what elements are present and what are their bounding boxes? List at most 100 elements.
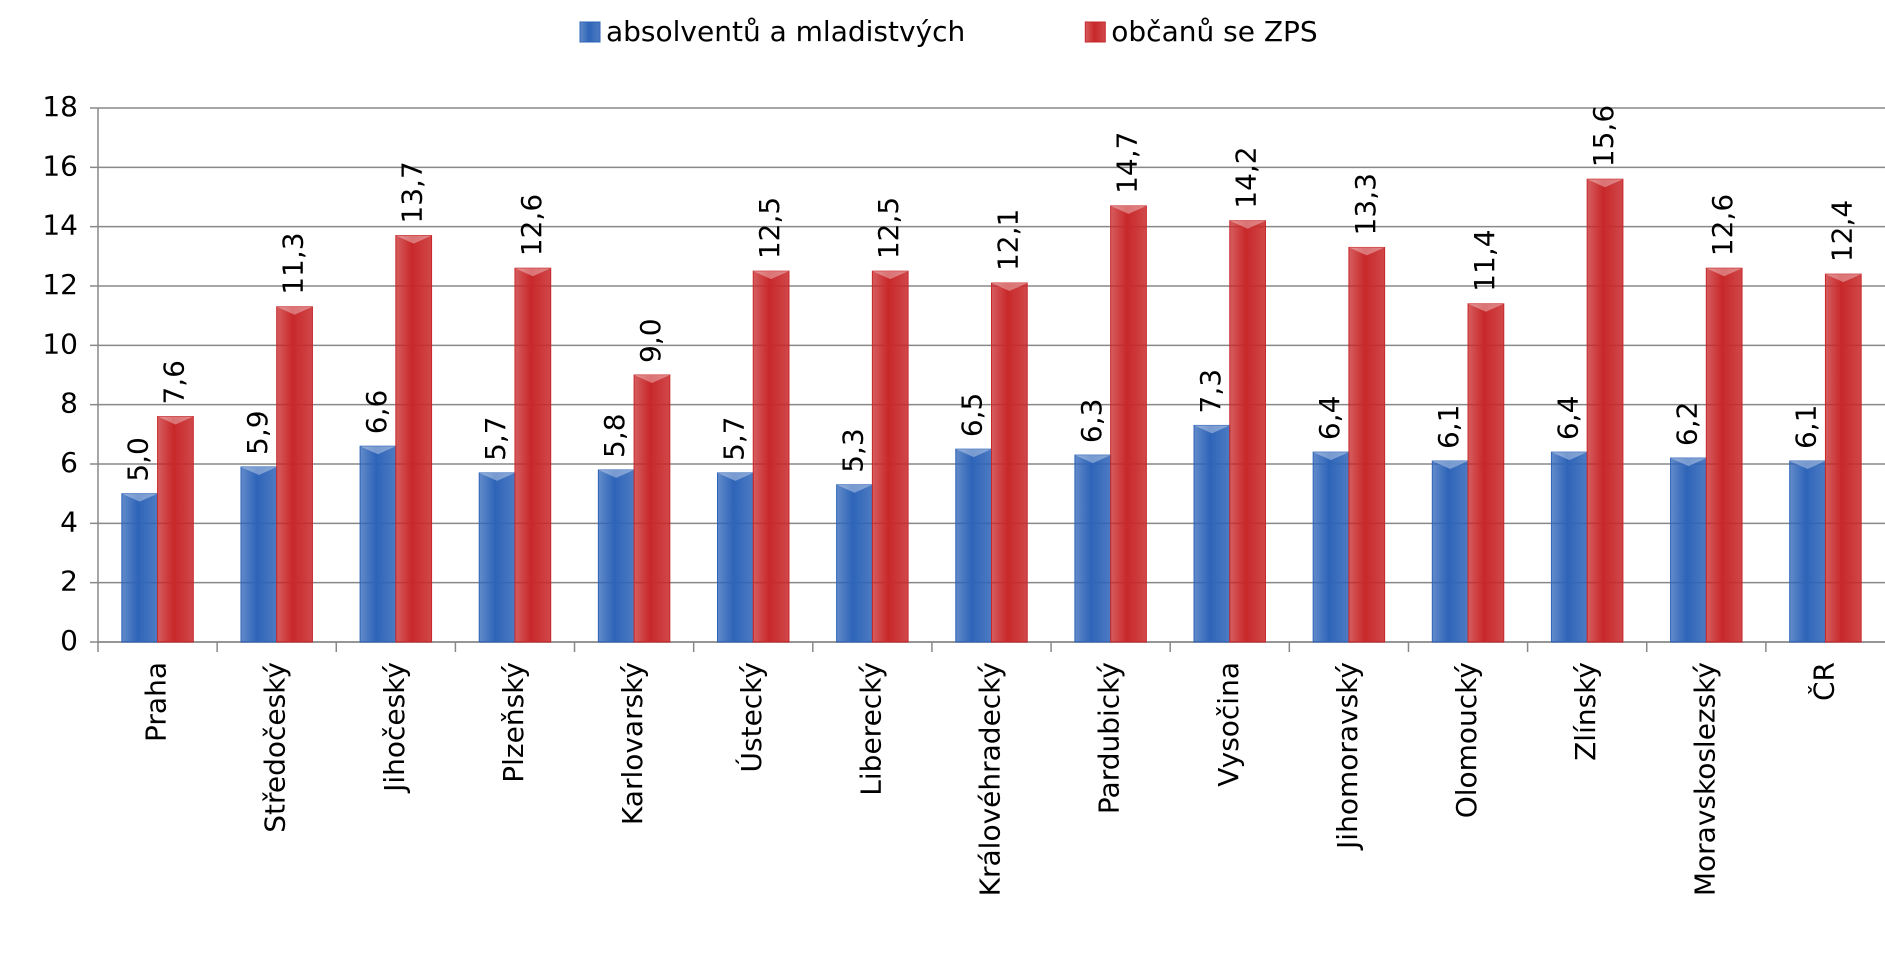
legend-swatch	[1084, 21, 1106, 43]
bar-cap	[1706, 268, 1743, 277]
value-label: 12,6	[515, 194, 548, 256]
bar-cap	[1789, 461, 1826, 470]
bar-cap	[872, 271, 909, 280]
y-tick-label: 2	[60, 565, 78, 598]
bar-cap	[395, 235, 432, 244]
x-tick-label: Karlovarský	[616, 662, 649, 825]
bar-cap	[1074, 455, 1111, 464]
value-label: 6,5	[956, 393, 989, 438]
bar-cap	[1670, 458, 1707, 467]
value-label: 5,3	[836, 428, 869, 473]
bar-cap	[717, 472, 754, 481]
bar	[395, 235, 433, 643]
y-tick-label: 6	[60, 446, 78, 479]
value-label: 6,2	[1670, 402, 1703, 447]
legend: absolventů a mladistvých občanů se ZPS	[579, 15, 1318, 48]
bar	[276, 306, 313, 643]
x-tick-label: Plzeňský	[497, 662, 530, 783]
bar	[871, 270, 909, 643]
value-label: 5,8	[598, 413, 631, 458]
bar-cap	[157, 416, 194, 425]
y-tick-label: 10	[42, 327, 78, 360]
bar	[1348, 246, 1386, 643]
bar	[597, 469, 635, 643]
legend-label: absolventů a mladistvých	[606, 15, 965, 48]
bar	[1467, 303, 1505, 643]
bar-cap	[1348, 247, 1385, 256]
bar-cap	[276, 306, 313, 315]
bar-cap	[514, 268, 551, 277]
y-tick-label: 8	[60, 387, 78, 420]
bar	[1705, 267, 1743, 643]
x-tick-label: Olomoucký	[1450, 662, 1483, 818]
bar	[1312, 451, 1350, 643]
value-label: 5,0	[122, 437, 155, 482]
bar	[1074, 454, 1112, 643]
value-label: 12,6	[1706, 194, 1739, 256]
y-tick-label: 16	[42, 149, 78, 182]
x-tick-label: Středočeský	[259, 662, 292, 833]
value-label: 12,5	[872, 197, 905, 259]
value-label: 11,4	[1468, 229, 1501, 291]
bar	[955, 448, 993, 643]
bar	[716, 472, 754, 643]
value-label: 12,4	[1825, 200, 1858, 262]
bar	[359, 445, 397, 643]
bar	[1193, 424, 1231, 643]
value-label: 7,6	[157, 360, 190, 405]
bar	[1670, 457, 1707, 643]
bar-cap	[1551, 452, 1588, 461]
value-label: 5,9	[241, 410, 274, 455]
bar	[240, 466, 278, 643]
bar-cap	[121, 493, 158, 502]
bar	[836, 484, 873, 643]
bar	[1229, 220, 1267, 643]
y-tick-label: 4	[60, 505, 78, 538]
value-label: 6,6	[360, 390, 393, 435]
value-label: 6,4	[1551, 396, 1584, 441]
bar	[1824, 273, 1862, 643]
bar-cap	[1468, 303, 1504, 312]
bar	[1110, 205, 1147, 643]
x-tick-label: Královéhradecký	[974, 662, 1007, 896]
bar	[121, 493, 159, 643]
value-label: 6,4	[1313, 396, 1346, 441]
bar	[514, 267, 552, 643]
x-tick-label: Liberecký	[854, 662, 887, 796]
value-label: 14,7	[1111, 132, 1144, 194]
bar-cap	[955, 449, 992, 458]
y-tick-label: 14	[42, 209, 78, 242]
bar-cap	[1587, 179, 1623, 188]
value-label: 12,1	[991, 209, 1024, 271]
value-label: 6,1	[1790, 405, 1823, 450]
bar	[1586, 178, 1624, 643]
bar	[1789, 460, 1826, 643]
y-tick-label: 0	[60, 624, 78, 657]
bar	[991, 282, 1028, 643]
value-label: 11,3	[277, 232, 310, 294]
value-label: 7,3	[1194, 369, 1227, 414]
bar	[157, 416, 194, 643]
value-label: 13,3	[1349, 173, 1382, 235]
bar	[633, 374, 671, 643]
value-label: 15,6	[1587, 105, 1620, 167]
x-tick-label: Jihomoravský	[1331, 662, 1364, 851]
bar	[752, 270, 790, 643]
bar-cap	[1432, 461, 1469, 470]
x-tick-label: Zlínský	[1569, 662, 1602, 761]
bar-cap	[1194, 425, 1230, 434]
y-tick-label: 18	[42, 90, 78, 123]
value-label: 6,3	[1075, 399, 1108, 444]
bar-cap	[1229, 220, 1266, 229]
value-label: 13,7	[396, 161, 429, 223]
x-tick-label: Praha	[140, 662, 173, 742]
bar-cap	[1825, 274, 1862, 283]
value-label: 12,5	[753, 197, 786, 259]
value-label: 9,0	[634, 318, 667, 363]
x-tick-label: Moravskoslezský	[1688, 662, 1721, 896]
bar	[1431, 460, 1469, 643]
legend-swatch	[579, 21, 601, 43]
x-tick-label: Ústecký	[734, 662, 768, 772]
bar-cap	[240, 466, 277, 475]
